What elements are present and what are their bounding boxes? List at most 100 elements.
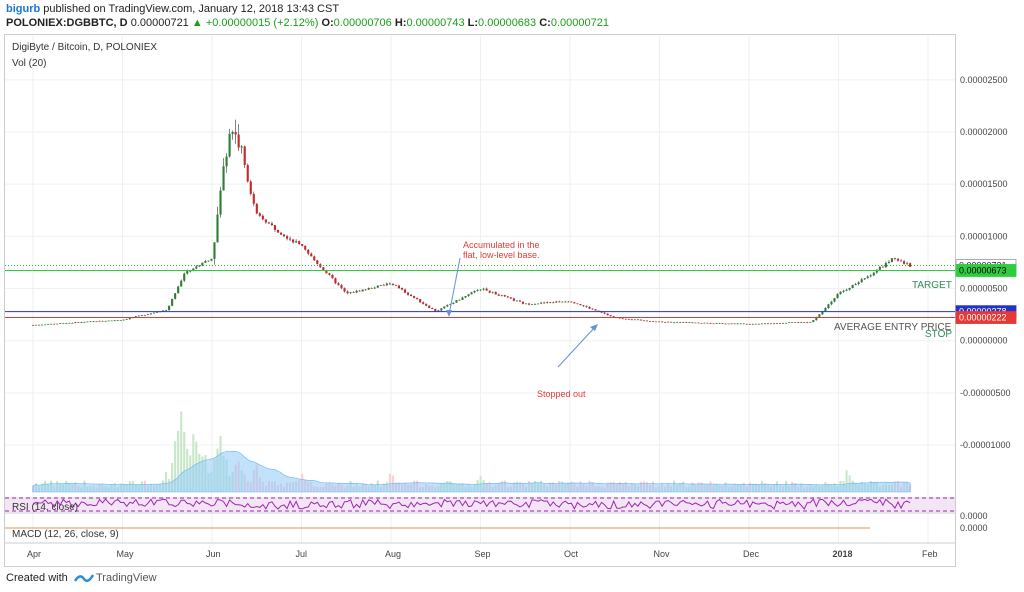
- stop-label: STOP: [925, 329, 952, 340]
- candle-body: [603, 312, 606, 314]
- volume-bar: [845, 470, 848, 492]
- candle-body: [261, 215, 264, 220]
- candle-body: [50, 323, 53, 325]
- volume-bar: [177, 430, 180, 492]
- candle-body: [860, 279, 863, 283]
- candle-body: [509, 297, 512, 299]
- candle-body: [494, 291, 497, 295]
- candle-body: [37, 324, 41, 326]
- candle-body: [661, 321, 664, 323]
- candle-body: [122, 319, 125, 321]
- candle-body: [382, 284, 385, 286]
- candle-body: [243, 146, 246, 166]
- candle-body: [512, 298, 515, 301]
- candle-body: [521, 301, 525, 304]
- candle-body: [134, 316, 137, 318]
- y-tick-label: 0.00002000: [960, 127, 1008, 137]
- candle-body: [276, 229, 280, 233]
- candle-body: [791, 322, 794, 324]
- candle-body: [555, 301, 558, 303]
- candle-body: [455, 300, 458, 303]
- candle-body: [349, 292, 352, 294]
- candle-body: [394, 285, 397, 286]
- candle-body: [875, 269, 878, 273]
- candle-body: [77, 322, 80, 323]
- candle-body: [579, 304, 582, 306]
- candle-body: [249, 181, 252, 194]
- candle-body: [794, 322, 797, 323]
- x-tick-label: Jul: [296, 549, 308, 559]
- candle-body: [95, 321, 98, 323]
- candle-body: [231, 131, 234, 134]
- macd-tick: 0.0000: [960, 523, 988, 533]
- candle-body: [715, 323, 718, 325]
- candle-body: [630, 319, 633, 321]
- annotation-arrow-accum: [448, 257, 461, 316]
- tradingview-logo-icon: [74, 574, 94, 583]
- candle-body: [355, 290, 358, 293]
- candle-body: [385, 283, 388, 286]
- candle-body: [428, 305, 431, 308]
- candle-body: [361, 289, 364, 292]
- candle-body: [180, 280, 183, 287]
- candle-body: [168, 305, 171, 311]
- y-tick-label: 0.00001000: [960, 231, 1008, 241]
- candle-body: [210, 258, 213, 261]
- candle-body: [854, 283, 857, 285]
- candle-body: [549, 302, 552, 303]
- candle-body: [304, 245, 307, 250]
- candle-body: [527, 303, 531, 305]
- y-tick-label: -0.00000500: [960, 388, 1011, 398]
- candle-body: [721, 323, 724, 324]
- candle-body: [706, 322, 709, 324]
- candle-body: [219, 190, 222, 215]
- candle-body: [757, 323, 760, 325]
- candle-body: [703, 322, 706, 324]
- candle-body: [821, 311, 824, 315]
- candle-body: [273, 225, 277, 230]
- candle-body: [815, 316, 818, 321]
- candle-body: [140, 315, 143, 316]
- candle-body: [467, 294, 470, 297]
- annotation-stopped: Stopped out: [537, 389, 586, 399]
- candle-body: [47, 324, 50, 325]
- candle-body: [642, 320, 646, 322]
- candle-body: [282, 234, 286, 237]
- candle-body: [839, 291, 842, 295]
- candle-body: [673, 322, 676, 324]
- l-value: 0.00000683: [478, 17, 537, 29]
- volume-layer: [31, 411, 912, 493]
- candle-body: [434, 309, 437, 312]
- symbol-label: POLONIEX:DGBBTC, D: [6, 17, 128, 29]
- candle-body: [524, 303, 528, 305]
- candle-body: [803, 322, 806, 323]
- candle-body: [62, 323, 65, 324]
- y-tick-label: 0.00000500: [960, 284, 1008, 294]
- candle-body: [237, 134, 240, 148]
- candle-body: [310, 253, 313, 257]
- x-tick-label: 2018: [833, 549, 853, 559]
- candle-body: [482, 288, 485, 290]
- candle-body: [413, 296, 416, 298]
- candle-body: [506, 296, 509, 298]
- candle-body: [264, 219, 267, 223]
- candle-body: [68, 322, 71, 324]
- candle-body: [497, 294, 500, 296]
- candle-body: [225, 156, 228, 167]
- chart-frame: [4, 34, 956, 567]
- level-layer: [5, 265, 955, 319]
- author-link[interactable]: bigurb: [6, 3, 41, 15]
- candle-body: [712, 323, 715, 325]
- candle-body: [44, 324, 47, 326]
- candle-body: [352, 292, 355, 293]
- tradingview-link[interactable]: TradingView: [96, 572, 157, 584]
- candle-body: [119, 320, 122, 321]
- candle-body: [851, 284, 854, 289]
- candle-body: [74, 322, 77, 323]
- volume-bar: [180, 411, 183, 492]
- x-tick-label: Dec: [743, 549, 760, 559]
- candle-body: [534, 304, 537, 305]
- candle-body: [576, 303, 579, 305]
